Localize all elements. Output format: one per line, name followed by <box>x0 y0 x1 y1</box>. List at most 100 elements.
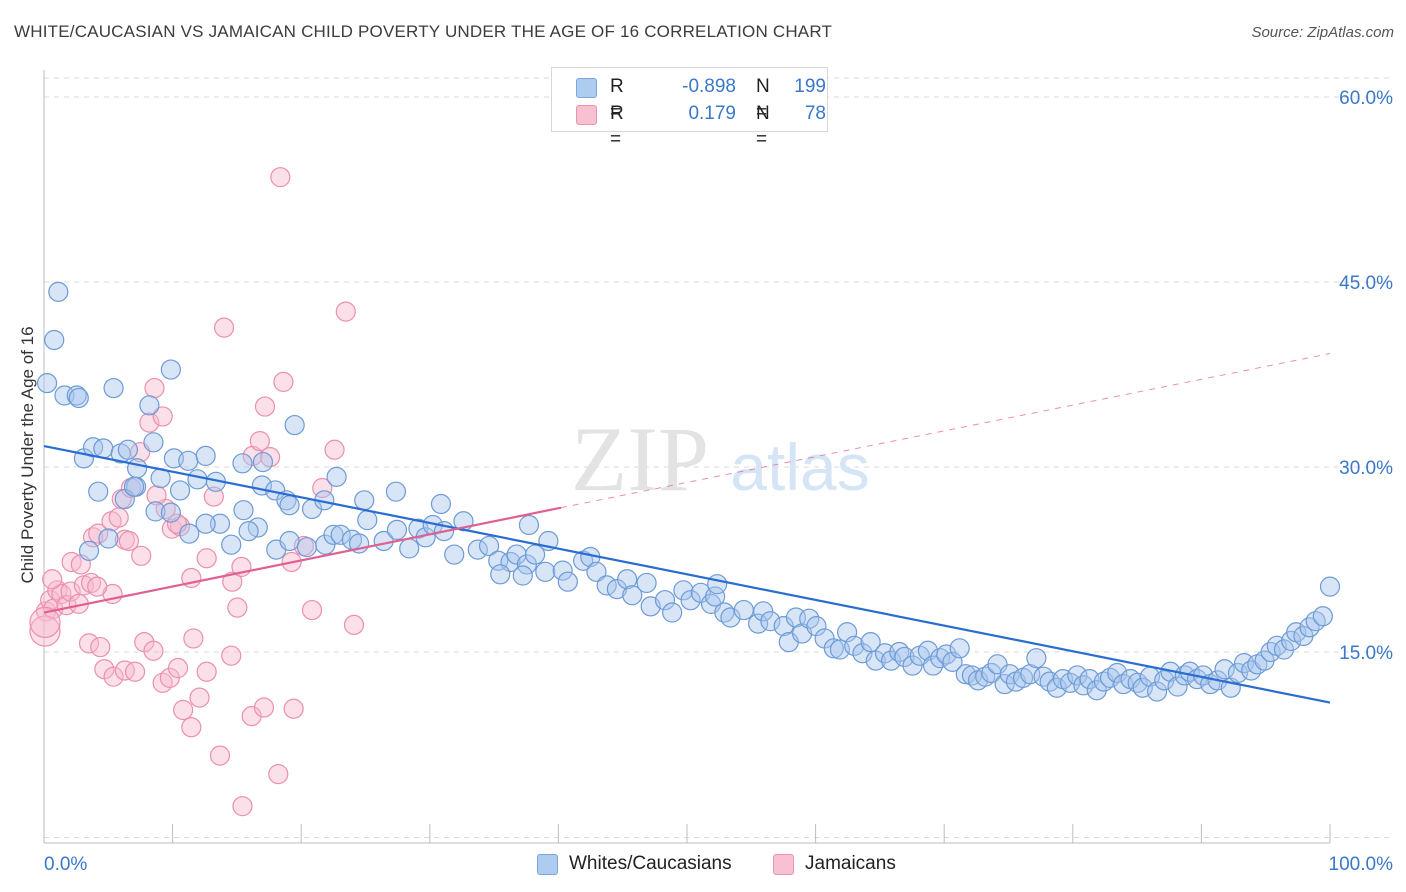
whites-point <box>586 561 607 582</box>
whites-point <box>467 539 488 560</box>
jamaicans-point <box>173 699 194 721</box>
jamaicans-point <box>167 657 189 679</box>
whites-point <box>323 524 344 545</box>
whites-point <box>221 534 242 555</box>
jamaicans-point <box>80 572 102 594</box>
chart-source: Source: ZipAtlas.com <box>1251 24 1394 41</box>
jamaicans-point <box>335 301 356 322</box>
whites-point <box>881 650 902 671</box>
whites-point <box>145 501 166 522</box>
whites-point <box>617 569 638 590</box>
whites-trend-line <box>43 444 1331 704</box>
whites-point <box>160 502 181 523</box>
legend-n-value: 199 <box>794 76 826 97</box>
jamaicans-points <box>29 167 365 817</box>
jamaicans-point <box>118 530 140 552</box>
whites-point <box>1167 676 1188 697</box>
jamaicans-point <box>42 569 63 590</box>
jamaicans-point <box>196 661 217 682</box>
whites-point <box>386 519 408 541</box>
whites-point <box>123 476 145 497</box>
y-tick-label: 60.0% <box>1339 88 1393 109</box>
whites-point <box>922 655 944 676</box>
chart-title: WHITE/CAUCASIAN VS JAMAICAN CHILD POVERT… <box>14 22 833 41</box>
whites-point <box>975 666 996 687</box>
whites-point <box>823 638 844 659</box>
whites-points <box>36 281 1341 702</box>
jamaicans-point <box>232 796 253 817</box>
jamaicans-point <box>253 697 275 718</box>
whites-point <box>399 538 420 559</box>
whites-point <box>252 451 274 473</box>
jamaicans-point <box>324 439 345 460</box>
jamaicans-point <box>221 645 242 666</box>
whites-point <box>512 565 533 586</box>
whites-point <box>385 481 407 502</box>
legend-n-label: N = <box>756 76 770 123</box>
jamaicans-point <box>283 698 304 719</box>
jamaicans-point <box>90 636 111 658</box>
whites-point <box>552 560 573 581</box>
jamaicans-point <box>227 597 248 618</box>
whites-point <box>1214 659 1235 680</box>
jamaicans-point <box>343 614 365 635</box>
whites-point <box>78 540 100 561</box>
jamaicans-point <box>273 371 294 392</box>
whites-point <box>296 537 318 558</box>
jamaicans-point <box>203 486 224 507</box>
whites-point <box>894 646 915 668</box>
jamaicans-point <box>249 431 270 452</box>
whites-point <box>169 480 191 501</box>
whites-point <box>1147 681 1168 702</box>
whites-point <box>955 664 976 685</box>
jamaicans-point <box>78 633 100 654</box>
jamaicans-point <box>146 485 167 506</box>
whites-point <box>478 535 500 557</box>
series-label-whites: Whites/Caucasians <box>569 853 732 874</box>
whites-point <box>673 580 694 601</box>
whites-point <box>209 513 231 534</box>
y-axis-label: Child Poverty Under the Age of 16 <box>18 326 37 583</box>
whites-point <box>430 493 452 515</box>
legend-r-label: R = <box>610 76 624 123</box>
whites-point <box>126 458 148 479</box>
whites-point <box>490 564 511 585</box>
jamaicans-point <box>108 507 129 528</box>
series-swatch-jamaicans <box>773 854 794 875</box>
jamaicans-point <box>242 445 263 466</box>
trend-lines <box>43 353 1331 704</box>
whites-point <box>68 387 89 409</box>
jamaicans-point <box>103 666 124 687</box>
whites-point <box>36 373 58 394</box>
whites-point <box>760 611 781 632</box>
jamaicans-point <box>88 523 109 544</box>
jamaicans-point <box>152 406 173 427</box>
whites-point <box>195 513 216 534</box>
jamaicans-point <box>143 640 164 661</box>
watermark: ZIP atlas <box>571 408 870 510</box>
jamaicans-point <box>181 717 202 738</box>
whites-point <box>636 572 657 594</box>
jamaicans-trend-line <box>43 506 562 614</box>
whites-point <box>93 438 114 459</box>
whites-point <box>103 377 124 399</box>
jamaicans-point <box>60 581 81 602</box>
whites-point <box>279 495 300 516</box>
whites-point <box>748 613 769 634</box>
whites-point <box>117 439 138 460</box>
whites-point <box>1060 672 1081 693</box>
jamaicans-point <box>124 661 146 682</box>
whites-point <box>680 590 701 611</box>
legend-swatch-jamaicans <box>576 105 597 125</box>
whites-point <box>326 466 347 487</box>
legend-n-label: N = <box>756 103 770 150</box>
jamaicans-point <box>183 628 204 649</box>
whites-point <box>179 523 200 544</box>
whites-point <box>930 648 951 669</box>
jamaicans-point <box>254 396 276 417</box>
correlation-legend: R = -0.898 N = 199 R = 0.179 N = 78 <box>551 67 828 150</box>
whites-point <box>1067 665 1088 686</box>
watermark-atlas: atlas <box>730 430 869 504</box>
jamaicans-point <box>268 763 289 785</box>
whites-point <box>279 530 300 552</box>
